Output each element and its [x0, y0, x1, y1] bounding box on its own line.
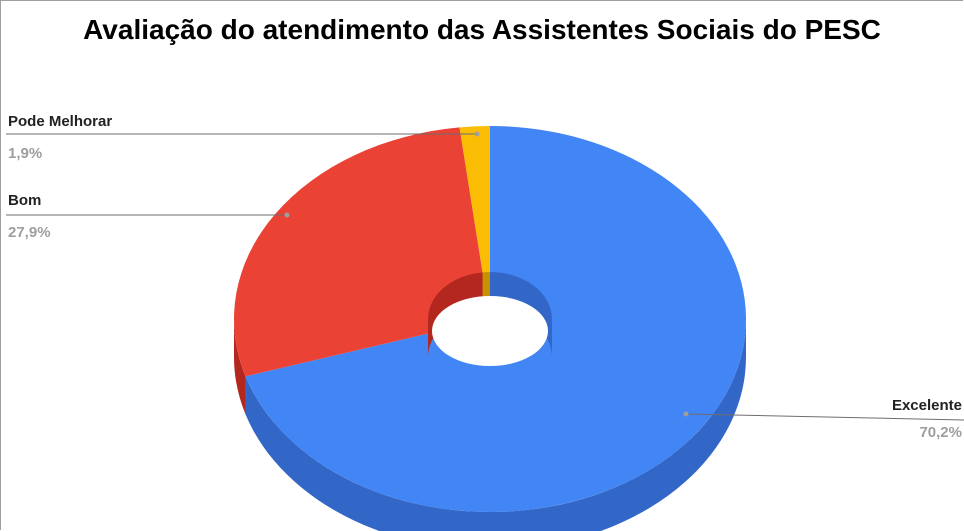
- slice-label-value-0: 70,2%: [919, 424, 962, 441]
- leader-line-0: [685, 413, 964, 421]
- donut-hole: [428, 272, 552, 366]
- hole-opening: [432, 296, 548, 366]
- slice-side-1: [234, 319, 246, 415]
- leader-dot-1: [284, 212, 290, 218]
- slice-label-value-1: 27,9%: [8, 224, 51, 241]
- slice-label-name-1: Bom: [8, 192, 41, 209]
- slice-1: [234, 127, 490, 377]
- slice-label-value-2: 1,9%: [8, 145, 42, 162]
- leader-dot-2: [474, 131, 480, 137]
- leader-dot-0: [683, 411, 689, 417]
- slice-label-name-0: Excelente: [892, 397, 962, 414]
- slice-2: [459, 126, 490, 319]
- chart-title: Avaliação do atendimento das Assistentes…: [83, 14, 881, 45]
- slice-labels: Excelente 70,2% Bom 27,9% Pode Melhorar 1,9%: [6, 113, 964, 441]
- pie-sides: [234, 319, 746, 531]
- slice-label-name-2: Pode Melhorar: [8, 113, 112, 130]
